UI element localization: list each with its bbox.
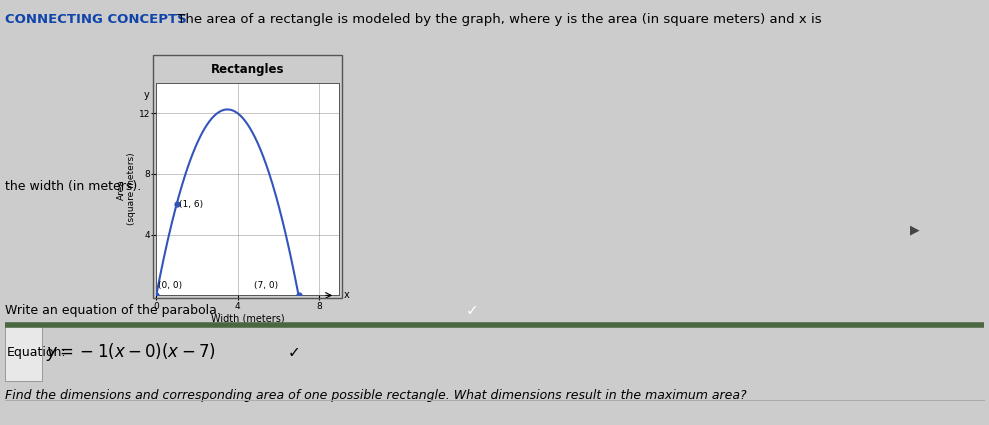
X-axis label: Width (meters): Width (meters) xyxy=(211,313,285,323)
Text: Rectangles: Rectangles xyxy=(211,62,285,76)
Text: (0, 0): (0, 0) xyxy=(158,281,182,290)
Text: The area of a rectangle is modeled by the graph, where y is the area (in square : The area of a rectangle is modeled by th… xyxy=(173,13,822,26)
Y-axis label: Area
(square meters): Area (square meters) xyxy=(117,153,135,225)
Text: $y=-1(x-0)(x-7)$: $y=-1(x-0)(x-7)$ xyxy=(45,342,216,363)
Text: (7, 0): (7, 0) xyxy=(254,281,278,290)
Text: (1, 6): (1, 6) xyxy=(179,200,203,210)
Text: CONNECTING CONCEPTS: CONNECTING CONCEPTS xyxy=(5,13,187,26)
Text: ▶: ▶ xyxy=(910,223,920,236)
Text: Write an equation of the parabola.: Write an equation of the parabola. xyxy=(5,304,221,317)
Text: x: x xyxy=(343,290,349,300)
Text: the width (in meters).: the width (in meters). xyxy=(5,181,141,193)
Bar xyxy=(5,326,42,382)
Text: ✓: ✓ xyxy=(288,345,301,360)
Text: Equation:: Equation: xyxy=(7,346,66,359)
Text: ✓: ✓ xyxy=(466,303,479,318)
Text: Find the dimensions and corresponding area of one possible rectangle. What dimen: Find the dimensions and corresponding ar… xyxy=(5,389,747,402)
Text: y: y xyxy=(143,91,149,100)
